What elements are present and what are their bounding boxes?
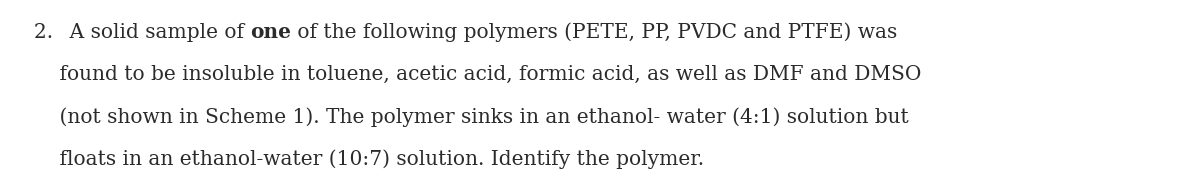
Text: of the following polymers (PETE, PP, PVDC and PTFE) was: of the following polymers (PETE, PP, PVD… (290, 22, 898, 42)
Text: found to be insoluble in toluene, acetic acid, formic acid, as well as DMF and D: found to be insoluble in toluene, acetic… (34, 65, 920, 84)
Text: (not shown in Scheme 1). The polymer sinks in an ethanol- water (4:1) solution b: (not shown in Scheme 1). The polymer sin… (34, 107, 908, 127)
Text: 2.  A solid sample of: 2. A solid sample of (34, 23, 250, 42)
Text: floats in an ethanol-water (10:7) solution. Identify the polymer.: floats in an ethanol-water (10:7) soluti… (34, 150, 703, 169)
Text: one: one (250, 22, 290, 42)
